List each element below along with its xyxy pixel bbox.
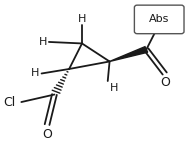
Text: H: H [78,14,86,24]
Polygon shape [110,47,148,62]
FancyBboxPatch shape [134,5,184,34]
Text: H: H [39,37,47,47]
Text: Cl: Cl [4,95,16,108]
Text: H: H [110,82,118,93]
Text: Abs: Abs [149,14,169,24]
Text: H: H [31,69,40,78]
Text: O: O [161,76,171,90]
Text: O: O [42,128,52,141]
